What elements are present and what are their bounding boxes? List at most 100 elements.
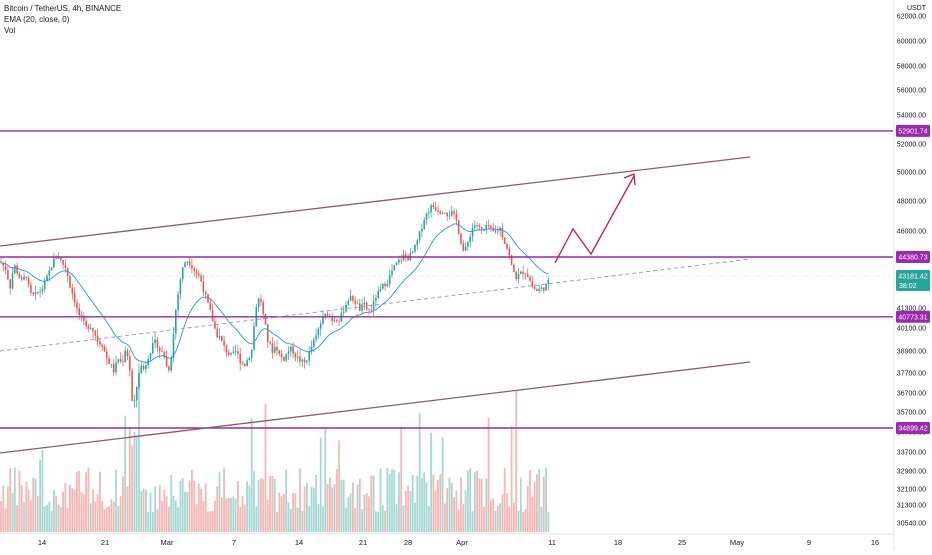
candle-body <box>253 326 255 350</box>
candle-body <box>368 309 370 311</box>
volume-bar <box>377 511 380 532</box>
volume-bar <box>287 502 290 532</box>
volume-bar <box>271 475 274 532</box>
candle-body <box>393 265 396 271</box>
volume-bar <box>69 484 71 532</box>
channel-upper-line <box>0 156 751 247</box>
volume-bar <box>299 468 301 532</box>
time-axis[interactable]: 14 21 Mar 7 14 21 28 Apr 11 18 25 May 9 16 <box>0 533 894 547</box>
volume-bar <box>48 501 51 532</box>
volume-bar <box>317 504 320 532</box>
volume-indicator-label[interactable]: Vol <box>4 26 16 35</box>
volume-bar <box>126 486 129 532</box>
volume-bar <box>301 510 304 532</box>
candle-body <box>290 346 292 352</box>
price-tags: 52901.74 44380.73 40773.31 34899.42 43181.42… <box>896 124 930 435</box>
time-tick-label: 14 <box>295 538 303 547</box>
volume-bar <box>453 497 455 532</box>
volume-bar <box>103 509 106 532</box>
candle-body <box>41 289 44 292</box>
candle-body <box>218 335 221 338</box>
volume-bar <box>41 449 44 532</box>
candle-body <box>165 357 168 367</box>
candle-body <box>227 352 230 355</box>
volume-bar <box>13 467 16 532</box>
volume-bar <box>335 468 338 532</box>
volume-bar <box>416 475 419 532</box>
volume-bar <box>510 426 513 532</box>
candle-body <box>126 350 129 357</box>
volume-bar <box>448 477 451 532</box>
volume-bar <box>331 487 334 532</box>
time-tick-label: Mar <box>161 538 174 547</box>
candle-body <box>34 292 37 295</box>
volume-bar <box>246 481 248 532</box>
candle-body <box>20 277 23 280</box>
volume-bar <box>292 492 294 532</box>
candle-body <box>430 205 432 213</box>
time-tick-label: May <box>730 538 744 547</box>
volume-bar <box>402 505 405 532</box>
volume-bar <box>211 510 214 532</box>
candle-body <box>487 225 490 226</box>
candle-body <box>432 205 435 208</box>
volume-bar <box>266 499 269 532</box>
volume-bar <box>82 494 85 532</box>
volume-bar <box>163 489 166 532</box>
candle-body <box>276 346 278 351</box>
candle-body <box>225 345 228 353</box>
volume-bar <box>179 480 182 532</box>
candle-body <box>30 284 32 293</box>
candle-body <box>11 273 14 289</box>
volume-bar <box>20 484 23 532</box>
candle-body <box>423 219 425 229</box>
volume-bar <box>457 509 460 532</box>
volume-bar <box>253 471 255 532</box>
volume-bar <box>50 511 53 532</box>
candle-body <box>191 265 193 269</box>
candle-body <box>131 370 133 401</box>
volume-bar <box>108 506 110 532</box>
volume-bar <box>66 508 69 532</box>
candle-body <box>285 353 287 361</box>
volume-bar <box>36 495 39 532</box>
candle-body <box>536 289 538 291</box>
candle-body <box>292 346 294 354</box>
volume-bar <box>306 483 308 532</box>
volume-bar <box>441 437 444 532</box>
volume-bar <box>469 468 472 532</box>
volume-bar <box>324 428 327 532</box>
candle-body <box>508 248 511 256</box>
candle-body <box>140 366 143 374</box>
volume-bar <box>257 479 260 532</box>
price-tick-label: 31300.00 <box>897 503 926 510</box>
volume-bar <box>515 390 518 532</box>
volume-bar <box>92 488 94 532</box>
volume-bar <box>354 507 357 532</box>
level-price-tag <box>896 251 930 263</box>
volume-bar <box>483 506 485 532</box>
volume-bar <box>218 472 221 532</box>
price-tick-label: 33700.00 <box>897 450 926 457</box>
candle-body <box>278 350 281 354</box>
ema-indicator-label[interactable]: EMA (20, close, 0) <box>4 15 70 24</box>
volume-bar <box>444 503 446 532</box>
candle-body <box>119 359 122 362</box>
volume-bar <box>501 494 504 532</box>
volume-bar <box>312 487 315 532</box>
symbol-title[interactable]: Bitcoin / TetherUS, 4h, BINANCE <box>4 4 122 13</box>
candle-body <box>112 364 115 373</box>
candle-body <box>543 287 545 291</box>
candle-body <box>501 227 504 238</box>
price-tick-label: 54000.00 <box>897 113 926 120</box>
candle-body <box>71 287 74 294</box>
volume-bar <box>172 495 175 532</box>
time-tick-label: 11 <box>548 538 556 547</box>
candle-body <box>179 279 182 295</box>
volume-bar <box>124 415 127 532</box>
candle-body <box>55 258 57 260</box>
volume-bar <box>540 506 543 532</box>
volume-bar <box>168 506 170 532</box>
